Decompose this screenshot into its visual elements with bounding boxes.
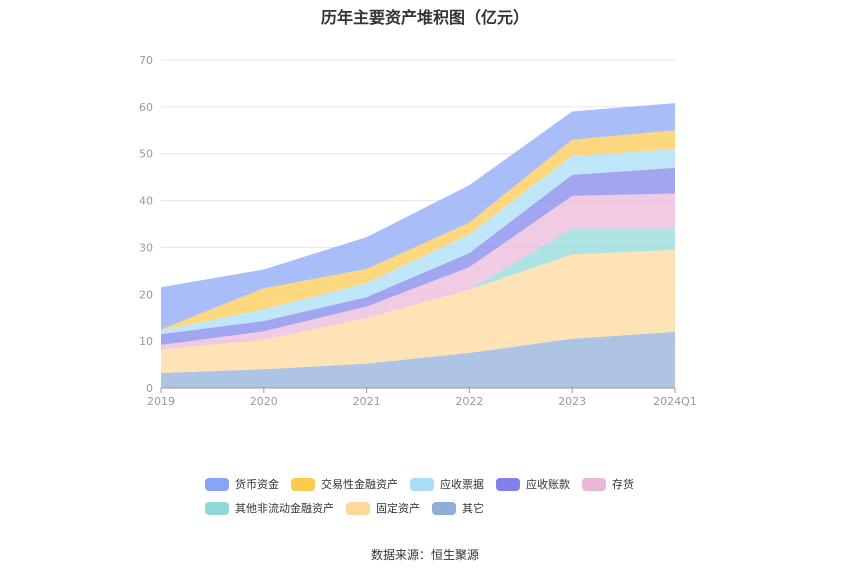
legend-swatch [205,477,229,491]
legend-swatch [205,501,229,515]
legend-label: 其它 [462,502,484,515]
area-series-5[interactable] [161,149,675,335]
y-tick-label: 60 [139,101,153,114]
y-tick-label: 30 [139,241,153,254]
area-series-0[interactable] [161,331,675,388]
legend-row: 货币资金 交易性金融资产 应收票据 应收账款 存货 [205,472,725,496]
y-tick-label: 10 [139,335,153,348]
legend-label: 存货 [612,478,634,491]
legend-label: 固定资产 [376,502,420,515]
x-tick-label: 2019 [147,395,175,408]
stacked-areas [161,103,675,388]
legend-swatch [410,477,434,491]
legend-swatch [291,477,315,491]
legend: 货币资金 交易性金融资产 应收票据 应收账款 存货其他非流动金融资产 固定资产 其它 [205,472,725,520]
x-tick-label: 2024Q1 [653,395,697,408]
legend-item[interactable]: 应收账款 [496,476,570,492]
x-tick-label: 2023 [558,395,586,408]
legend-swatch [346,501,370,515]
legend-item[interactable]: 应收票据 [410,476,484,492]
legend-item[interactable]: 存货 [582,476,634,492]
legend-label: 应收票据 [440,478,484,491]
y-tick-label: 40 [139,195,153,208]
area-series-4[interactable] [161,167,675,345]
legend-swatch [432,501,456,515]
y-tick-label: 0 [146,382,153,395]
legend-swatch [582,477,606,491]
legend-item[interactable]: 其他非流动金融资产 [205,500,334,516]
legend-label: 其他非流动金融资产 [235,502,334,515]
axes: 0 10 20 30 40 50 60 70 2019 2020 2021 2022 2023 2024Q… [139,54,697,408]
area-series-3[interactable] [161,193,675,350]
x-tick-label: 2020 [250,395,278,408]
legend-label: 交易性金融资产 [321,478,398,491]
area-series-7[interactable] [161,103,675,330]
legend-label: 应收账款 [526,478,570,491]
chart-title: 历年主要资产堆积图（亿元） [320,8,529,27]
y-tick-label: 50 [139,148,153,161]
area-chart: 0 10 20 30 40 50 60 70 2019 2020 2021 2022 2023 2024Q… [139,54,697,408]
x-tick-label: 2021 [353,395,381,408]
legend-item[interactable]: 固定资产 [346,500,420,516]
legend-label: 货币资金 [235,478,279,491]
data-source: 数据来源：恒生聚源 [370,548,479,562]
legend-item[interactable]: 货币资金 [205,476,279,492]
area-series-2[interactable] [161,228,675,350]
y-tick-label: 20 [139,288,153,301]
legend-row: 其他非流动金融资产 固定资产 其它 [205,496,725,520]
area-series-1[interactable] [161,249,675,374]
x-tick-label: 2022 [455,395,483,408]
area-series-6[interactable] [161,130,675,331]
legend-swatch [496,477,520,491]
legend-item[interactable]: 其它 [432,500,484,516]
legend-item[interactable]: 交易性金融资产 [291,476,398,492]
y-tick-label: 70 [139,54,153,67]
